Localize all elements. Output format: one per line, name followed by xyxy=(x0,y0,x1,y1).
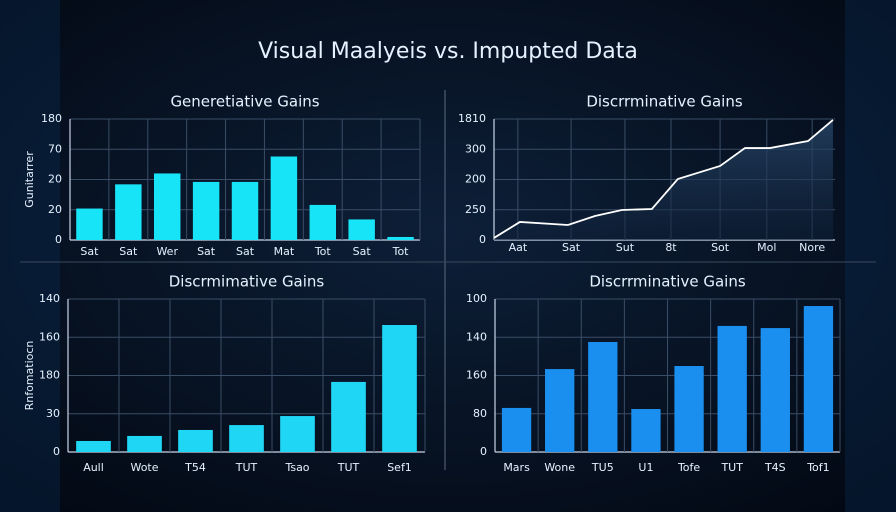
y-tick-label: 70 xyxy=(48,142,62,155)
y-tick-label: 140 xyxy=(466,330,487,343)
chart-title: Generetiative Gains xyxy=(170,93,319,111)
x-tick-label: U1 xyxy=(638,461,653,474)
y-tick-label: 0 xyxy=(479,233,486,246)
bar xyxy=(760,328,790,452)
y-tick-label: 0 xyxy=(55,233,62,246)
y-tick-label: 0 xyxy=(480,445,487,458)
y-axis-label: Gunitarrer xyxy=(23,151,36,208)
bar xyxy=(331,381,366,452)
bar xyxy=(674,366,704,452)
x-tick-label: Sat xyxy=(197,245,216,258)
y-tick-label: 160 xyxy=(466,369,487,382)
x-tick-label: Wone xyxy=(544,461,575,474)
x-tick-label: Tot xyxy=(314,245,332,258)
x-tick-label: Mol xyxy=(757,241,776,254)
y-tick-label: 180 xyxy=(39,369,60,382)
x-tick-label: TU5 xyxy=(591,461,614,474)
x-tick-label: T4S xyxy=(764,461,786,474)
y-axis-label: Rnfomatiocn xyxy=(23,341,36,411)
x-tick-label: Tsao xyxy=(284,461,309,474)
bar xyxy=(270,156,298,240)
area-fill xyxy=(494,119,833,240)
x-tick-label: T54 xyxy=(184,461,206,474)
x-tick-label: Aull xyxy=(83,461,104,474)
y-tick-label: 80 xyxy=(473,407,487,420)
y-tick-label: 250 xyxy=(465,203,486,216)
main-title: Visual Maalyeis vs. Impupted Data xyxy=(258,39,638,64)
x-tick-label: Wote xyxy=(130,461,158,474)
bar xyxy=(280,416,315,452)
y-tick-label: 180 xyxy=(41,112,62,125)
x-tick-label: Mars xyxy=(503,461,530,474)
bar xyxy=(309,204,336,240)
x-tick-label: Tof1 xyxy=(806,461,829,474)
bar xyxy=(717,325,747,452)
x-tick-label: Sut xyxy=(616,241,635,254)
x-tick-label: Mat xyxy=(274,245,295,258)
y-tick-label: 100 xyxy=(466,292,487,305)
x-tick-label: TUT xyxy=(235,461,258,474)
y-tick-label: 140 xyxy=(39,292,60,305)
x-tick-label: Wer xyxy=(156,245,178,258)
bar xyxy=(127,435,162,452)
bar xyxy=(192,181,220,240)
y-tick-label: 1810 xyxy=(458,112,486,125)
y-tick-label: 20 xyxy=(48,203,62,216)
bar xyxy=(382,325,417,452)
y-tick-label: 20 xyxy=(48,173,62,186)
x-tick-label: TUT xyxy=(720,461,743,474)
x-tick-label: Sat xyxy=(80,245,99,258)
x-tick-label: TUT xyxy=(337,461,360,474)
y-tick-label: 0 xyxy=(53,445,60,458)
bar xyxy=(115,184,142,240)
y-tick-label: 160 xyxy=(39,330,60,343)
x-tick-label: Sot xyxy=(711,241,730,254)
chart-title: Discrrminative Gains xyxy=(586,93,742,111)
x-tick-label: Tot xyxy=(392,245,410,258)
y-tick-label: 200 xyxy=(465,173,486,186)
x-tick-label: Sat xyxy=(119,245,138,258)
bar xyxy=(501,407,532,452)
x-tick-label: Sef1 xyxy=(387,461,412,474)
chart-title: Discrrminative Gains xyxy=(589,273,745,291)
bar xyxy=(803,306,834,452)
x-tick-label: Sat xyxy=(353,245,372,258)
bar xyxy=(229,425,264,452)
x-tick-label: Tofe xyxy=(677,461,700,474)
y-tick-label: 30 xyxy=(46,407,60,420)
x-tick-label: Aat xyxy=(509,241,528,254)
x-tick-label: 8t xyxy=(665,241,677,254)
bar xyxy=(631,409,661,452)
bar xyxy=(545,369,575,452)
y-tick-label: 300 xyxy=(465,142,486,155)
bar xyxy=(76,208,103,240)
x-tick-label: Nore xyxy=(799,241,825,254)
bar xyxy=(588,341,618,452)
bar xyxy=(348,219,375,240)
bar xyxy=(76,440,111,452)
bar xyxy=(387,236,414,240)
chart-title: Discrmimative Gains xyxy=(169,273,325,291)
bar xyxy=(154,173,181,240)
x-tick-label: Sat xyxy=(562,241,581,254)
bar xyxy=(231,181,259,240)
bar xyxy=(178,429,213,452)
x-tick-label: Sat xyxy=(236,245,255,258)
line xyxy=(493,119,834,239)
